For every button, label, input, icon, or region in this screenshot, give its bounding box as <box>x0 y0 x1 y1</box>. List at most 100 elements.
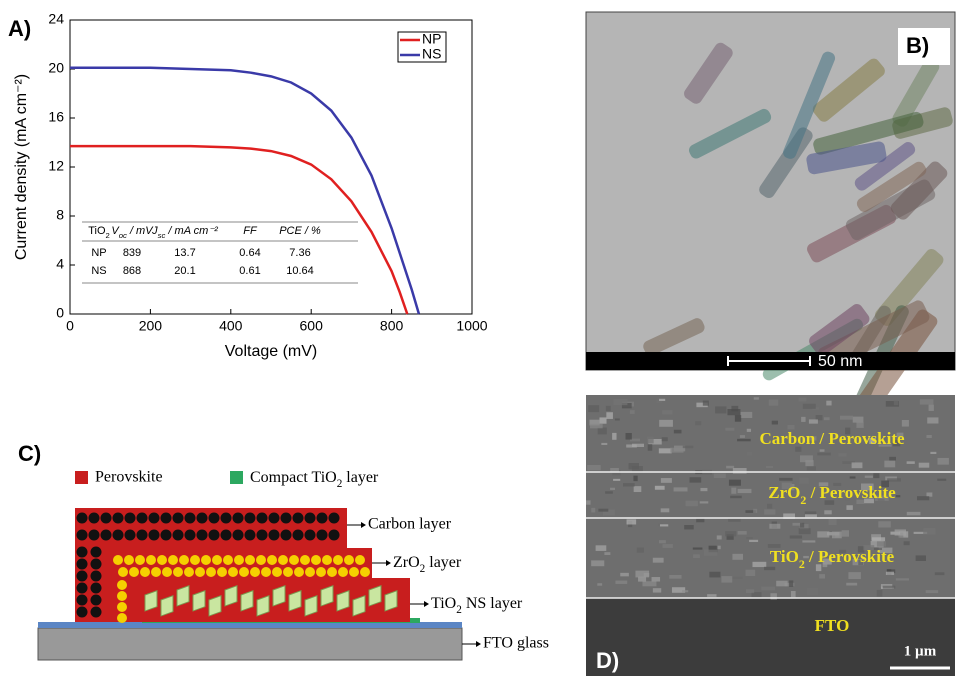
texture <box>923 528 936 535</box>
texture <box>635 570 650 578</box>
particle <box>146 555 156 565</box>
series-line <box>70 144 409 315</box>
particle <box>223 555 233 565</box>
texture <box>682 445 694 449</box>
texture <box>927 417 939 424</box>
nanosheet <box>304 594 318 617</box>
texture <box>605 491 613 494</box>
label-box <box>898 28 950 65</box>
texture <box>745 589 755 594</box>
particle <box>206 567 216 577</box>
texture <box>702 400 709 406</box>
texture <box>707 594 717 597</box>
text-part: ZrO <box>393 554 420 571</box>
y-tick-label: 20 <box>48 60 64 76</box>
texture <box>659 419 673 427</box>
texture <box>813 111 924 155</box>
texture <box>824 510 832 515</box>
texture <box>903 541 910 546</box>
texture <box>887 478 902 482</box>
texture <box>783 51 836 159</box>
particle <box>172 529 184 541</box>
particle <box>304 529 316 541</box>
texture <box>713 473 726 478</box>
sem-image <box>586 395 955 676</box>
texture <box>894 529 907 536</box>
texture <box>822 562 828 568</box>
texture <box>801 416 806 422</box>
texture <box>795 446 802 452</box>
texture <box>703 549 718 556</box>
texture <box>659 524 669 527</box>
texture <box>848 572 861 580</box>
texture <box>761 586 776 591</box>
texture <box>638 576 647 582</box>
texture <box>721 576 733 583</box>
texture <box>934 572 945 576</box>
table-header: FF <box>243 225 258 237</box>
particle <box>245 555 255 565</box>
texture <box>854 142 916 191</box>
arrowhead <box>386 560 391 566</box>
table-cell: NS <box>91 265 106 277</box>
texture <box>725 531 737 537</box>
texture <box>838 453 847 457</box>
particle <box>280 512 292 524</box>
texture <box>651 577 661 582</box>
texture <box>896 432 904 438</box>
texture <box>799 477 809 484</box>
particle <box>292 529 304 541</box>
particle <box>322 555 332 565</box>
legend-swatch <box>230 471 243 484</box>
texture <box>819 449 825 452</box>
texture <box>605 405 611 411</box>
texture <box>826 400 832 406</box>
texture <box>716 545 721 550</box>
texture <box>857 546 865 553</box>
texture <box>746 537 753 540</box>
text-part: / Perovskite <box>805 547 895 566</box>
texture <box>876 589 883 597</box>
particle <box>338 567 348 577</box>
texture <box>685 500 698 507</box>
text-part: 2 <box>106 231 110 240</box>
texture <box>770 593 777 600</box>
particle <box>220 512 232 524</box>
particle <box>157 555 167 565</box>
nanosheet <box>240 589 254 612</box>
texture <box>901 419 909 427</box>
nanosheet <box>288 589 302 612</box>
texture <box>798 397 807 402</box>
texture <box>802 403 816 409</box>
layer-label: Carbon layer <box>368 516 452 533</box>
texture <box>745 569 756 577</box>
particle <box>196 529 208 541</box>
texture <box>662 410 673 415</box>
texture <box>815 564 822 572</box>
particle <box>328 512 340 524</box>
legend-label: NP <box>422 31 441 47</box>
particle <box>201 555 211 565</box>
texture <box>886 569 896 574</box>
table-cell: 20.1 <box>174 265 195 277</box>
text-part: layer <box>342 469 379 486</box>
text-part: 2 <box>420 563 426 575</box>
texture <box>692 547 703 550</box>
particle <box>208 512 220 524</box>
texture <box>884 460 896 468</box>
nanosheet <box>320 584 334 607</box>
texture <box>818 482 829 487</box>
texture <box>841 530 850 537</box>
y-tick-label: 12 <box>48 158 64 174</box>
texture <box>684 525 694 530</box>
texture <box>588 405 600 413</box>
texture <box>669 574 682 579</box>
texture <box>828 518 837 526</box>
texture <box>623 483 635 487</box>
texture <box>792 522 803 526</box>
particle <box>117 580 127 590</box>
panel-label: C) <box>18 441 41 466</box>
texture <box>601 442 608 446</box>
texture <box>833 482 842 486</box>
texture <box>858 559 863 566</box>
